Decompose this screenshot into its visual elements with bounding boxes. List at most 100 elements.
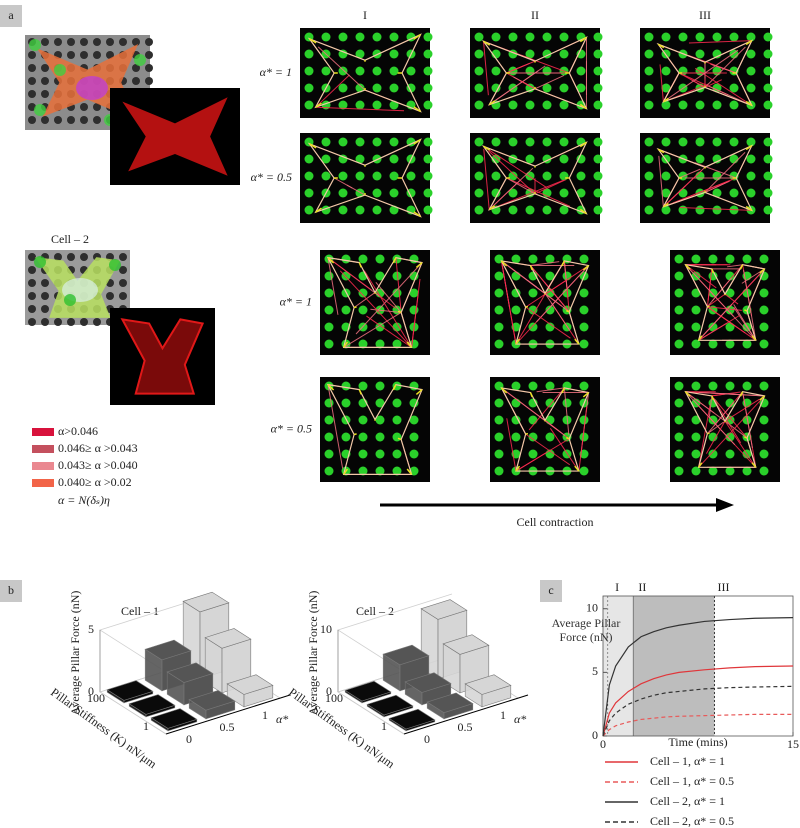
pillar xyxy=(304,188,314,198)
pillar xyxy=(729,188,739,198)
pillar xyxy=(759,432,769,442)
pillar xyxy=(763,66,773,76)
pillar xyxy=(725,398,735,408)
pillar xyxy=(28,318,36,326)
force-map xyxy=(470,133,603,223)
pillar xyxy=(145,38,153,46)
pillar xyxy=(708,432,718,442)
pillar xyxy=(542,66,552,76)
x-tick-label: 15 xyxy=(787,737,799,751)
pillar xyxy=(28,279,36,287)
cell-outline xyxy=(120,318,205,395)
phase-region xyxy=(603,596,609,736)
force-arrow xyxy=(488,100,496,106)
pillar xyxy=(119,253,127,261)
column-header: III xyxy=(699,8,711,22)
pillar xyxy=(759,288,769,298)
force-arrow xyxy=(744,436,748,439)
pillar xyxy=(759,415,769,425)
pillar xyxy=(93,116,101,124)
force-line xyxy=(339,270,412,348)
panel-label-box xyxy=(0,5,22,27)
pillar xyxy=(321,32,331,42)
force-line xyxy=(315,74,350,108)
pillar xyxy=(542,171,552,181)
pillar xyxy=(67,253,75,261)
pillar xyxy=(559,49,569,59)
pillar xyxy=(729,100,739,110)
phase-region xyxy=(608,596,634,736)
force-arrow xyxy=(561,260,566,267)
cell-outline xyxy=(326,256,423,348)
alpha-axis-label: α* xyxy=(514,712,526,726)
force-line xyxy=(317,46,366,91)
pillar xyxy=(494,415,504,425)
bar-top xyxy=(388,708,436,730)
force-arrow xyxy=(413,211,422,218)
pillar xyxy=(28,266,36,274)
pillar xyxy=(593,32,603,42)
cell-title: Cell – 2 xyxy=(51,232,89,246)
force-line xyxy=(411,278,421,348)
pillar xyxy=(759,449,769,459)
pillar xyxy=(372,171,382,181)
phase-region xyxy=(633,596,715,736)
x-tick-label: 0 xyxy=(600,737,606,751)
force-line xyxy=(698,397,764,468)
force-arrow xyxy=(711,395,715,401)
force-map xyxy=(320,250,430,355)
force-line xyxy=(353,292,376,308)
bar-top xyxy=(464,674,512,695)
pillar xyxy=(742,381,752,391)
force-arrow xyxy=(353,306,357,309)
force-arrow xyxy=(745,100,753,107)
pillar xyxy=(321,137,331,147)
alpha-tick-label: 1 xyxy=(262,708,268,722)
force-arrow xyxy=(582,264,590,271)
k-tick-label: 1 xyxy=(143,719,149,733)
focal-adhesion xyxy=(54,64,66,76)
micrograph xyxy=(110,308,215,405)
pillar xyxy=(389,66,399,76)
pillar xyxy=(644,154,654,164)
alpha-axis xyxy=(403,694,529,735)
pillar xyxy=(324,432,334,442)
pillar xyxy=(528,432,538,442)
pillar xyxy=(375,322,385,332)
legend-swatch xyxy=(32,462,54,470)
force-line xyxy=(733,304,757,341)
pillar xyxy=(691,288,701,298)
pillar xyxy=(725,466,735,476)
pillar xyxy=(41,305,49,313)
force-map xyxy=(300,28,433,118)
pillar xyxy=(304,66,314,76)
force-line xyxy=(501,260,551,298)
pillar xyxy=(542,100,552,110)
bar xyxy=(188,690,236,720)
force-line xyxy=(520,80,536,90)
pillar xyxy=(511,271,521,281)
force-line xyxy=(663,49,739,103)
pillar xyxy=(579,254,589,264)
pillar xyxy=(644,32,654,42)
pillar xyxy=(494,466,504,476)
z-tick-label: 5 xyxy=(88,622,94,636)
pillar xyxy=(763,171,773,181)
pillar xyxy=(708,415,718,425)
force-line xyxy=(694,67,753,106)
pillar xyxy=(579,305,589,315)
pillar xyxy=(742,254,752,264)
pillar xyxy=(579,415,589,425)
z-axis-label: Average Pillar Force (nN) xyxy=(306,591,320,716)
pillar xyxy=(28,253,36,261)
pillar xyxy=(576,49,586,59)
pillar xyxy=(375,271,385,281)
force-line xyxy=(542,265,589,297)
force-line xyxy=(563,387,570,435)
focal-adhesion xyxy=(29,39,41,51)
force-map xyxy=(670,250,780,355)
panel-label: b xyxy=(8,583,14,597)
pillar xyxy=(132,38,140,46)
force-line xyxy=(704,46,746,88)
